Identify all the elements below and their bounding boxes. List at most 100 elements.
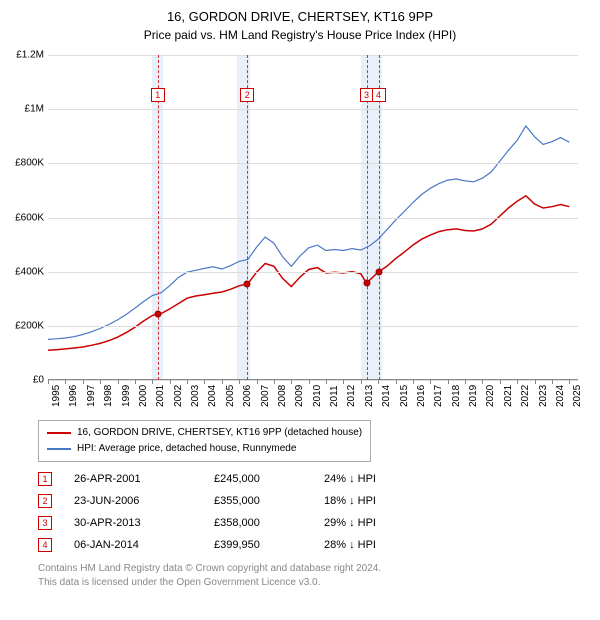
event-vline: [247, 55, 248, 380]
sale-marker-point: [244, 280, 251, 287]
y-tick-label: £400K: [2, 266, 44, 277]
x-tick-label: 1999: [121, 385, 132, 407]
event-date: 30-APR-2013: [74, 517, 214, 529]
x-tick-mark: [83, 380, 84, 384]
event-price: £358,000: [214, 517, 324, 529]
event-price: £399,950: [214, 539, 324, 551]
x-tick-label: 2018: [451, 385, 462, 407]
event-price: £355,000: [214, 495, 324, 507]
chart-plot-area: £0£200K£400K£600K£800K£1M£1.2M1995199619…: [48, 55, 578, 380]
y-gridline: [48, 109, 578, 110]
x-tick-label: 2001: [155, 385, 166, 407]
event-date: 26-APR-2001: [74, 473, 214, 485]
x-tick-label: 2012: [346, 385, 357, 407]
event-diff: 18% ↓ HPI: [324, 495, 444, 507]
sale-marker-point: [363, 280, 370, 287]
x-tick-mark: [48, 380, 49, 384]
x-tick-label: 2010: [312, 385, 323, 407]
y-tick-label: £1.2M: [2, 50, 44, 61]
y-tick-label: £0: [2, 375, 44, 386]
x-tick-mark: [152, 380, 153, 384]
chart-title: 16, GORDON DRIVE, CHERTSEY, KT16 9PP: [0, 0, 600, 26]
x-tick-label: 2022: [520, 385, 531, 407]
event-diff: 29% ↓ HPI: [324, 517, 444, 529]
y-tick-label: £600K: [2, 212, 44, 223]
event-vline: [379, 55, 380, 380]
event-diff: 28% ↓ HPI: [324, 539, 444, 551]
x-tick-label: 2015: [399, 385, 410, 407]
x-tick-label: 1996: [68, 385, 79, 407]
sale-marker-point: [375, 268, 382, 275]
event-marker-box: 2: [240, 88, 254, 102]
y-gridline: [48, 55, 578, 56]
y-tick-label: £800K: [2, 158, 44, 169]
x-tick-mark: [118, 380, 119, 384]
x-tick-mark: [135, 380, 136, 384]
x-tick-mark: [413, 380, 414, 384]
legend-label: 16, GORDON DRIVE, CHERTSEY, KT16 9PP (de…: [77, 425, 362, 441]
event-price: £245,000: [214, 473, 324, 485]
x-tick-label: 2006: [242, 385, 253, 407]
x-tick-label: 1995: [51, 385, 62, 407]
legend-box: 16, GORDON DRIVE, CHERTSEY, KT16 9PP (de…: [38, 420, 371, 462]
x-tick-mark: [482, 380, 483, 384]
chart-container: 16, GORDON DRIVE, CHERTSEY, KT16 9PP Pri…: [0, 0, 600, 620]
series-line-hpi: [48, 126, 569, 339]
x-tick-mark: [343, 380, 344, 384]
events-table: 1 26-APR-2001£245,00024% ↓ HPI 2 23-JUN-200…: [38, 468, 444, 556]
event-marker-icon: 2: [38, 494, 52, 508]
x-tick-mark: [65, 380, 66, 384]
attribution-text: Contains HM Land Registry data © Crown c…: [38, 562, 381, 590]
event-marker-icon: 3: [38, 516, 52, 530]
x-tick-mark: [187, 380, 188, 384]
event-marker-icon: 1: [38, 472, 52, 486]
event-vline: [158, 55, 159, 380]
attribution-line: Contains HM Land Registry data © Crown c…: [38, 562, 381, 576]
y-gridline: [48, 380, 578, 381]
attribution-line: This data is licensed under the Open Gov…: [38, 576, 381, 590]
chart-subtitle: Price paid vs. HM Land Registry's House …: [0, 28, 600, 42]
x-tick-label: 2000: [138, 385, 149, 407]
x-tick-label: 2025: [572, 385, 583, 407]
x-tick-mark: [569, 380, 570, 384]
x-tick-mark: [535, 380, 536, 384]
y-gridline: [48, 218, 578, 219]
x-tick-label: 2019: [468, 385, 479, 407]
x-tick-mark: [274, 380, 275, 384]
x-tick-label: 1998: [103, 385, 114, 407]
legend-item-hpi: HPI: Average price, detached house, Runn…: [47, 441, 362, 457]
x-tick-mark: [396, 380, 397, 384]
event-date: 23-JUN-2006: [74, 495, 214, 507]
x-tick-mark: [378, 380, 379, 384]
x-tick-label: 2005: [225, 385, 236, 407]
event-marker-box: 4: [372, 88, 386, 102]
y-tick-label: £200K: [2, 320, 44, 331]
legend-item-price-paid: 16, GORDON DRIVE, CHERTSEY, KT16 9PP (de…: [47, 425, 362, 441]
x-tick-mark: [465, 380, 466, 384]
x-tick-mark: [361, 380, 362, 384]
event-row: 3 30-APR-2013£358,00029% ↓ HPI: [38, 512, 444, 534]
event-row: 2 23-JUN-2006£355,00018% ↓ HPI: [38, 490, 444, 512]
y-gridline: [48, 163, 578, 164]
x-tick-mark: [239, 380, 240, 384]
x-tick-label: 2013: [364, 385, 375, 407]
x-tick-mark: [326, 380, 327, 384]
event-date: 06-JAN-2014: [74, 539, 214, 551]
x-tick-mark: [517, 380, 518, 384]
x-tick-mark: [291, 380, 292, 384]
sale-marker-point: [154, 310, 161, 317]
x-tick-label: 2008: [277, 385, 288, 407]
event-vline: [367, 55, 368, 380]
event-marker-icon: 4: [38, 538, 52, 552]
series-line-price_paid: [48, 196, 569, 350]
event-row: 1 26-APR-2001£245,00024% ↓ HPI: [38, 468, 444, 490]
x-tick-mark: [500, 380, 501, 384]
x-tick-label: 2009: [294, 385, 305, 407]
event-diff: 24% ↓ HPI: [324, 473, 444, 485]
y-gridline: [48, 326, 578, 327]
x-tick-mark: [100, 380, 101, 384]
x-tick-mark: [222, 380, 223, 384]
event-marker-box: 1: [151, 88, 165, 102]
x-tick-mark: [309, 380, 310, 384]
x-tick-label: 2023: [538, 385, 549, 407]
